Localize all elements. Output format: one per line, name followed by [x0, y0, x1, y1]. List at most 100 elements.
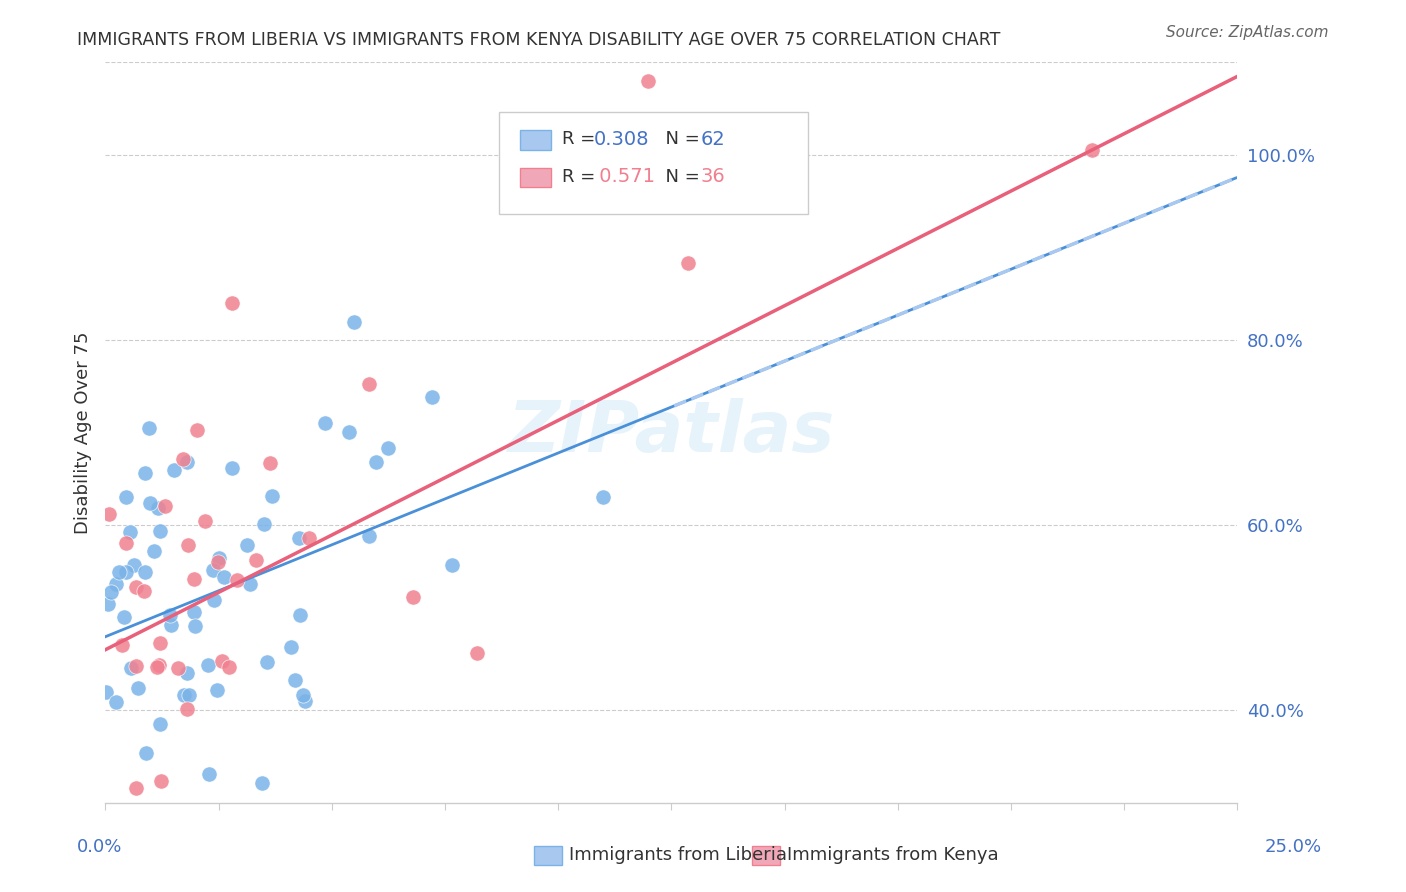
- Point: [236, 538, 259, 552]
- Point: [201, 563, 224, 577]
- Point: [127, 681, 149, 696]
- Point: [637, 74, 659, 88]
- Point: [288, 531, 311, 545]
- Point: [97, 598, 120, 612]
- Text: 36: 36: [700, 167, 725, 186]
- Point: [357, 377, 380, 392]
- Point: [105, 850, 128, 864]
- Text: R =: R =: [562, 130, 602, 148]
- Point: [143, 544, 166, 558]
- Point: [592, 491, 614, 505]
- Point: [183, 572, 205, 586]
- Point: [112, 610, 135, 624]
- Point: [290, 607, 312, 622]
- Point: [388, 810, 411, 824]
- Point: [262, 489, 284, 503]
- Point: [132, 584, 155, 599]
- Point: [177, 689, 200, 703]
- Point: [148, 657, 170, 672]
- Point: [259, 456, 281, 470]
- Point: [186, 423, 208, 437]
- Text: 0.308: 0.308: [593, 129, 648, 149]
- Point: [467, 646, 489, 660]
- Point: [105, 695, 128, 709]
- Point: [245, 553, 267, 567]
- Point: [314, 416, 336, 430]
- Point: [94, 685, 117, 699]
- Point: [149, 524, 172, 538]
- Text: Source: ZipAtlas.com: Source: ZipAtlas.com: [1166, 25, 1329, 40]
- Point: [177, 538, 200, 552]
- Point: [256, 655, 278, 669]
- Point: [172, 452, 194, 467]
- Point: [122, 558, 145, 572]
- Point: [280, 640, 302, 654]
- Text: 62: 62: [700, 129, 725, 149]
- Text: R =: R =: [562, 168, 602, 186]
- Point: [359, 529, 381, 543]
- Point: [153, 499, 176, 513]
- Point: [163, 463, 186, 477]
- Point: [173, 688, 195, 702]
- Text: Immigrants from Kenya: Immigrants from Kenya: [787, 847, 1000, 864]
- Point: [149, 636, 172, 650]
- Point: [226, 573, 249, 587]
- Text: Immigrants from Liberia: Immigrants from Liberia: [569, 847, 787, 864]
- Text: 0.0%: 0.0%: [77, 838, 122, 856]
- Point: [377, 441, 399, 455]
- Point: [148, 501, 170, 516]
- Point: [114, 536, 136, 550]
- Point: [125, 658, 148, 673]
- Point: [676, 256, 699, 270]
- Point: [214, 569, 236, 583]
- Point: [120, 525, 142, 540]
- Point: [138, 421, 160, 435]
- Point: [184, 619, 207, 633]
- Point: [366, 455, 388, 469]
- Point: [205, 683, 228, 698]
- Point: [420, 390, 443, 404]
- Point: [250, 776, 273, 790]
- Point: [146, 660, 169, 674]
- Point: [160, 617, 183, 632]
- Point: [294, 694, 316, 708]
- Point: [441, 558, 464, 573]
- Point: [139, 496, 162, 510]
- Point: [97, 809, 120, 823]
- Point: [208, 550, 231, 565]
- Point: [1081, 144, 1104, 158]
- Text: 0.571: 0.571: [593, 167, 655, 186]
- Point: [218, 659, 240, 673]
- Point: [134, 566, 156, 580]
- Point: [125, 780, 148, 795]
- Point: [183, 605, 205, 619]
- Point: [98, 507, 121, 521]
- Y-axis label: Disability Age Over 75: Disability Age Over 75: [73, 331, 91, 534]
- Point: [253, 516, 276, 531]
- Text: 25.0%: 25.0%: [1264, 838, 1322, 856]
- Point: [104, 576, 127, 591]
- Point: [125, 580, 148, 594]
- Point: [135, 746, 157, 760]
- Text: N =: N =: [654, 168, 706, 186]
- Point: [100, 584, 122, 599]
- Point: [149, 717, 172, 731]
- Point: [239, 577, 262, 591]
- Point: [202, 593, 225, 607]
- Point: [433, 810, 456, 824]
- Point: [292, 689, 315, 703]
- Point: [149, 773, 172, 788]
- Point: [298, 531, 321, 545]
- Text: ZIPatlas: ZIPatlas: [508, 398, 835, 467]
- Point: [176, 702, 198, 716]
- Point: [134, 466, 156, 480]
- Text: IMMIGRANTS FROM LIBERIA VS IMMIGRANTS FROM KENYA DISABILITY AGE OVER 75 CORRELAT: IMMIGRANTS FROM LIBERIA VS IMMIGRANTS FR…: [77, 31, 1001, 49]
- Point: [197, 658, 219, 673]
- Point: [166, 661, 188, 675]
- Point: [108, 565, 131, 579]
- Point: [343, 314, 366, 328]
- Point: [120, 661, 142, 675]
- Point: [207, 555, 229, 569]
- Point: [221, 296, 243, 310]
- Point: [111, 638, 134, 652]
